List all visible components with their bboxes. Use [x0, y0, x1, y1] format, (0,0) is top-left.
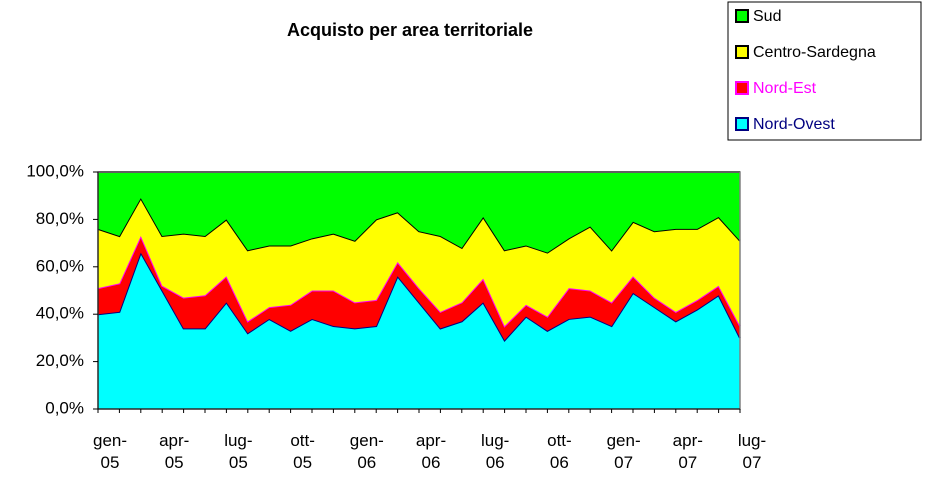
- x-tick-label: lug-07: [737, 431, 767, 472]
- y-tick-label: 60,0%: [36, 256, 84, 275]
- area: [98, 198, 740, 327]
- x-tick-label: gen-05: [93, 431, 128, 472]
- area: [98, 252, 740, 409]
- legend-label: Sud: [753, 8, 781, 25]
- legend-label: Nord-Est: [753, 80, 817, 97]
- x-tick-label: apr-05: [159, 431, 190, 472]
- chart-title: Acquisto per area territoriale: [287, 20, 533, 40]
- y-tick-label: 40,0%: [36, 304, 84, 323]
- y-tick-label: 20,0%: [36, 351, 84, 370]
- y-tick-label: 80,0%: [36, 209, 84, 228]
- x-tick-label: ott-06: [547, 431, 572, 472]
- x-tick-label: apr-07: [672, 431, 703, 472]
- legend-label: Nord-Ovest: [753, 116, 835, 133]
- y-tick-label: 100,0%: [26, 161, 84, 180]
- x-tick-label: lug-05: [224, 431, 253, 472]
- x-tick-label: apr-06: [415, 431, 447, 472]
- area: [98, 172, 740, 253]
- y-tick-label: 0,0%: [45, 398, 84, 417]
- x-tick-label: gen-07: [606, 431, 641, 472]
- legend-swatch: [735, 117, 749, 131]
- legend-swatch: [735, 9, 749, 23]
- legend-swatch: [735, 81, 749, 95]
- legend-box: [727, 1, 922, 141]
- x-tick-label: ott-05: [290, 431, 315, 472]
- legend-swatch: [735, 45, 749, 59]
- x-tick-label: lug-06: [481, 431, 510, 472]
- legend-label: Centro-Sardegna: [753, 44, 876, 61]
- x-tick-label: gen-06: [349, 431, 384, 472]
